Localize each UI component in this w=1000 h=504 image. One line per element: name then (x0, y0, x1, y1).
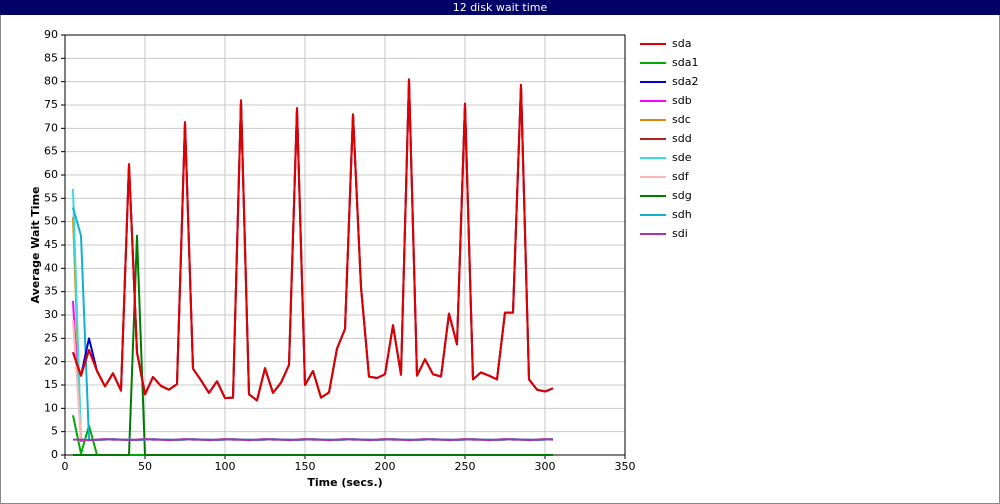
legend-label: sdf (672, 170, 690, 183)
y-tick-label: 10 (44, 401, 58, 414)
x-axis-label: Time (secs.) (307, 476, 382, 489)
x-tick-label: 350 (615, 460, 636, 473)
x-tick-label: 150 (295, 460, 316, 473)
x-tick-label: 100 (215, 460, 236, 473)
y-tick-label: 20 (44, 355, 58, 368)
legend-label: sda1 (672, 56, 698, 69)
legend-label: sdh (672, 208, 692, 221)
legend-label: sdg (672, 189, 692, 202)
y-tick-label: 55 (44, 191, 58, 204)
y-tick-label: 25 (44, 331, 58, 344)
y-tick-label: 50 (44, 215, 58, 228)
x-tick-label: 250 (455, 460, 476, 473)
y-tick-label: 70 (44, 121, 58, 134)
legend-label: sda (672, 37, 691, 50)
x-tick-label: 0 (62, 460, 69, 473)
y-tick-label: 85 (44, 51, 58, 64)
legend-label: sda2 (672, 75, 698, 88)
y-tick-label: 15 (44, 378, 58, 391)
series-line (73, 234, 553, 456)
x-tick-label: 50 (138, 460, 152, 473)
y-tick-label: 60 (44, 168, 58, 181)
legend-label: sdb (672, 94, 692, 107)
series-line (72, 78, 554, 402)
legend-label: sde (672, 151, 692, 164)
y-axis-label: Average Wait Time (29, 187, 42, 304)
y-tick-label: 5 (51, 425, 58, 438)
legend-label: sdc (672, 113, 691, 126)
y-tick-label: 45 (44, 238, 58, 251)
x-tick-label: 200 (375, 460, 396, 473)
x-tick-label: 300 (535, 460, 556, 473)
y-tick-label: 30 (44, 308, 58, 321)
chart-title: 12 disk wait time (453, 1, 548, 14)
y-tick-label: 35 (44, 285, 58, 298)
series-line (73, 438, 554, 442)
y-tick-label: 65 (44, 145, 58, 158)
y-tick-label: 0 (51, 448, 58, 461)
y-tick-label: 80 (44, 75, 58, 88)
legend-label: sdd (672, 132, 692, 145)
legend-label: sdi (672, 227, 688, 240)
y-tick-label: 75 (44, 98, 58, 111)
y-tick-label: 90 (44, 28, 58, 41)
y-tick-label: 40 (44, 261, 58, 274)
title-bar (0, 0, 1000, 15)
